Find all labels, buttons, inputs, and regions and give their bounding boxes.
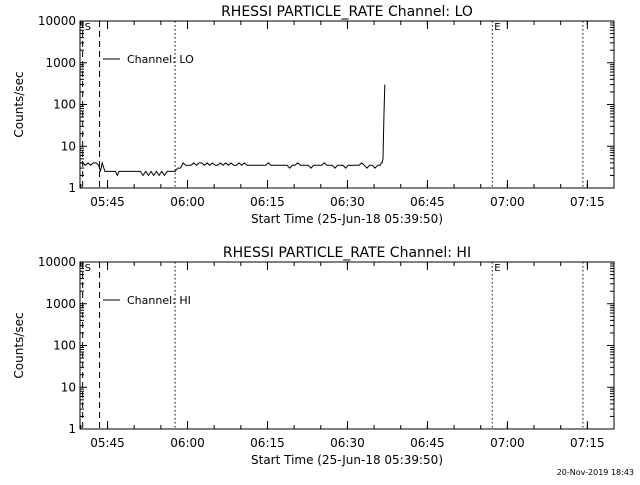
x-tick-label: 05:45 [90,436,125,450]
x-tick-label: 07:00 [490,436,525,450]
marker-label: S [85,263,91,274]
x-tick-label: 06:15 [250,436,285,450]
x-tick-label: 05:45 [90,195,125,209]
x-tick-label: 06:00 [170,195,205,209]
y-tick-label: 100 [53,339,76,353]
x-tick-label: 06:30 [330,195,365,209]
y-tick-label: 10000 [38,14,76,28]
x-tick-label: 07:15 [570,436,605,450]
y-axis-label: Counts/sec [12,312,26,378]
plot-frame [79,20,615,189]
x-tick-label: 06:45 [410,195,445,209]
y-tick-label: 100 [53,98,76,112]
chart-title: RHESSI PARTICLE_RATE Channel: LO [221,4,473,20]
x-tick-label: 06:45 [410,436,445,450]
chart-title: RHESSI PARTICLE_RATE Channel: HI [223,245,471,261]
y-tick-label: 1 [68,422,76,436]
y-tick-label: 1 [68,181,76,195]
series-line [80,84,386,177]
y-tick-label: 1000 [45,56,76,70]
x-tick-label: 07:15 [570,195,605,209]
marker-label: S [85,22,91,33]
marker-label: E [494,263,500,274]
x-tick-label: 07:00 [490,195,525,209]
y-tick-label: 1000 [45,297,76,311]
marker-label: E [494,22,500,33]
x-axis-label: Start Time (25-Jun-18 05:39:50) [251,212,443,226]
x-tick-label: 06:30 [330,436,365,450]
y-tick-label: 10 [61,139,76,153]
y-tick-label: 10000 [38,255,76,269]
x-tick-label: 06:00 [170,436,205,450]
y-tick-label: 10 [61,380,76,394]
x-tick-label: 06:15 [250,195,285,209]
x-axis-label: Start Time (25-Jun-18 05:39:50) [251,453,443,467]
legend-label: Channel: LO [127,53,194,66]
plot-frame [79,261,615,430]
y-axis-label: Counts/sec [12,71,26,137]
legend-label: Channel: HI [127,294,191,307]
